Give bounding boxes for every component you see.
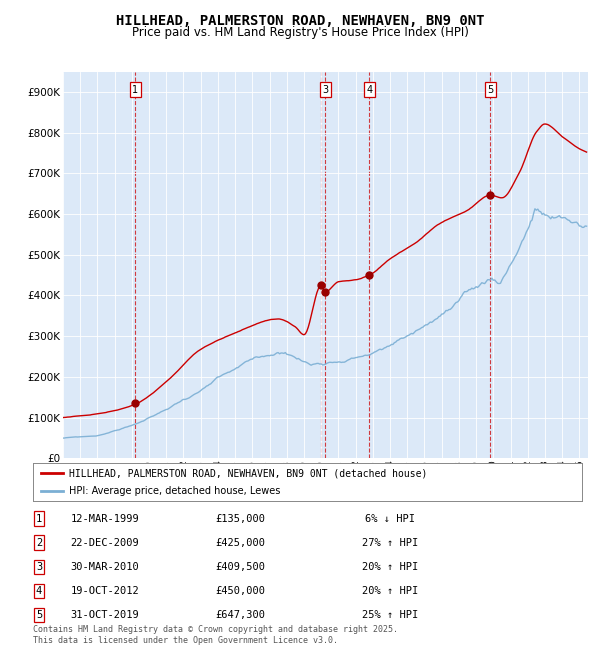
Text: 5: 5: [487, 84, 494, 95]
Text: 20% ↑ HPI: 20% ↑ HPI: [362, 586, 418, 596]
Text: £409,500: £409,500: [215, 562, 265, 572]
Text: 4: 4: [367, 84, 373, 95]
Text: Price paid vs. HM Land Registry's House Price Index (HPI): Price paid vs. HM Land Registry's House …: [131, 26, 469, 39]
Text: HILLHEAD, PALMERSTON ROAD, NEWHAVEN, BN9 0NT (detached house): HILLHEAD, PALMERSTON ROAD, NEWHAVEN, BN9…: [68, 469, 427, 478]
Text: 1: 1: [36, 514, 42, 524]
Text: Contains HM Land Registry data © Crown copyright and database right 2025.
This d: Contains HM Land Registry data © Crown c…: [33, 625, 398, 645]
Text: 6% ↓ HPI: 6% ↓ HPI: [365, 514, 415, 524]
Text: 4: 4: [36, 586, 42, 596]
Text: £450,000: £450,000: [215, 586, 265, 596]
Text: 30-MAR-2010: 30-MAR-2010: [71, 562, 139, 572]
Text: 27% ↑ HPI: 27% ↑ HPI: [362, 538, 418, 548]
Text: 3: 3: [36, 562, 42, 572]
Text: 2: 2: [36, 538, 42, 548]
Text: 20% ↑ HPI: 20% ↑ HPI: [362, 562, 418, 572]
Text: 25% ↑ HPI: 25% ↑ HPI: [362, 610, 418, 620]
Text: 3: 3: [322, 84, 328, 95]
Text: 5: 5: [36, 610, 42, 620]
Text: HILLHEAD, PALMERSTON ROAD, NEWHAVEN, BN9 0NT: HILLHEAD, PALMERSTON ROAD, NEWHAVEN, BN9…: [116, 14, 484, 29]
Text: 31-OCT-2019: 31-OCT-2019: [71, 610, 139, 620]
Text: £647,300: £647,300: [215, 610, 265, 620]
Text: 1: 1: [132, 84, 138, 95]
Text: HPI: Average price, detached house, Lewes: HPI: Average price, detached house, Lewe…: [68, 486, 280, 496]
Text: 12-MAR-1999: 12-MAR-1999: [71, 514, 139, 524]
Text: 19-OCT-2012: 19-OCT-2012: [71, 586, 139, 596]
Text: 22-DEC-2009: 22-DEC-2009: [71, 538, 139, 548]
Text: £135,000: £135,000: [215, 514, 265, 524]
Text: £425,000: £425,000: [215, 538, 265, 548]
